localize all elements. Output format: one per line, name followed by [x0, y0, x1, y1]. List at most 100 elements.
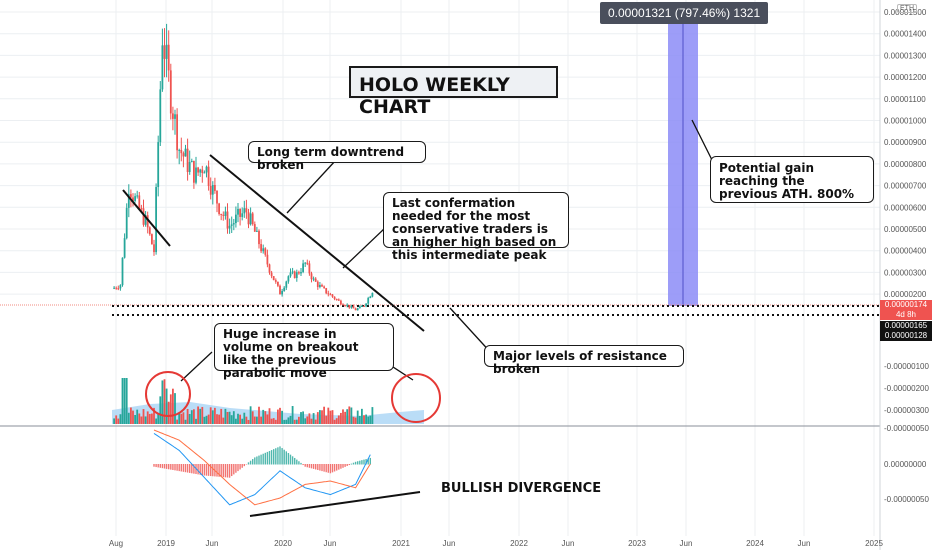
volume-bar — [327, 407, 330, 424]
candle-body — [241, 213, 244, 217]
volume-bar — [340, 412, 342, 424]
volume-bar — [253, 416, 256, 424]
volume-bar — [312, 413, 315, 424]
volume-bar — [266, 414, 269, 424]
macd-histogram-bar — [201, 464, 203, 476]
macd-histogram-bar — [159, 464, 161, 468]
volume-bar — [350, 407, 353, 424]
volume-bar — [142, 409, 145, 424]
volume-bar — [117, 418, 120, 424]
candle-body — [344, 305, 346, 307]
volume-bar — [291, 406, 294, 424]
volume-bar — [182, 412, 185, 424]
volume-bar — [314, 419, 317, 424]
candle-body — [279, 285, 281, 295]
macd-histogram-bar — [237, 464, 239, 472]
candle-body — [174, 114, 176, 119]
price-tick-label: 0.00001200 — [884, 73, 927, 82]
macd-histogram-bar — [186, 464, 189, 473]
candle-body — [146, 215, 149, 228]
candle-body — [172, 113, 174, 119]
macd-histogram-bar — [291, 456, 294, 465]
candle-body — [228, 225, 231, 229]
macd-tick-label: 0.00000000 — [884, 460, 927, 469]
candle-body — [127, 194, 130, 208]
macd-histogram-bar — [176, 464, 178, 471]
candle-body — [304, 262, 307, 264]
candle-body — [287, 276, 290, 282]
candle-body — [224, 211, 227, 216]
candle-body — [205, 166, 208, 173]
candle-body — [121, 257, 124, 286]
candle-body — [155, 187, 157, 253]
candle-body — [199, 169, 202, 173]
macd-histogram-bar — [165, 464, 168, 469]
volume-bar — [146, 411, 149, 424]
price-tick-label: 0.00001300 — [884, 51, 927, 60]
macd-histogram-bar — [254, 457, 256, 465]
candle-body — [232, 223, 235, 225]
time-axis[interactable]: Aug 2019 Jun 2020 Jun 2021 Jun 2022 Jun 2023 Jun 20… — [109, 539, 884, 548]
price-tick-label: 0.00000300 — [884, 268, 927, 277]
candle-body — [321, 285, 323, 287]
volume-bar — [243, 412, 246, 424]
volume-bar — [300, 412, 302, 424]
macd-histogram-bar — [262, 453, 264, 465]
macd-histogram-bar — [235, 464, 237, 473]
countdown-tag: 4d 8h — [880, 310, 932, 320]
time-tick-label: Jun — [680, 539, 693, 548]
volume-bar — [197, 406, 199, 424]
time-tick-label: 2020 — [274, 539, 292, 548]
candle-body — [312, 278, 315, 280]
volume-bar — [272, 418, 275, 424]
volume-bar — [310, 418, 313, 424]
volume-tick-label: -0.00000200 — [884, 384, 929, 393]
volume-bar — [346, 409, 349, 424]
candle-body — [161, 45, 164, 90]
volume-bar — [264, 411, 267, 424]
macd-histogram-bar — [346, 464, 348, 466]
macd-histogram-bar — [182, 464, 185, 472]
macd-histogram-bar — [191, 464, 193, 474]
candle-body — [272, 276, 275, 281]
volume-series — [112, 378, 424, 424]
volume-bar — [283, 419, 286, 424]
macd-histogram-bar — [212, 464, 214, 477]
annotation-downtrend: Long term downtrend broken — [248, 141, 426, 172]
candle-body — [258, 230, 260, 245]
volume-bar — [140, 416, 143, 424]
candle-body — [251, 213, 254, 225]
candle-body — [230, 224, 233, 226]
candle-body — [329, 294, 332, 296]
volume-bar — [337, 415, 340, 424]
volume-bar — [329, 410, 332, 424]
candle-body — [346, 304, 349, 306]
macd-histogram-bar — [168, 464, 170, 470]
macd-histogram-bar — [315, 464, 317, 470]
macd-histogram-bar — [180, 464, 182, 472]
volume-bar — [268, 408, 271, 424]
macd-histogram-bar — [302, 464, 304, 466]
volume-bar — [367, 416, 370, 424]
volume-bar — [153, 407, 155, 424]
candle-body — [325, 288, 328, 294]
time-tick-label: Jun — [324, 539, 337, 548]
candle-body — [337, 299, 340, 301]
candle-body — [352, 306, 355, 309]
time-tick-label: 2024 — [746, 539, 764, 548]
price-tick-label: 0.00000700 — [884, 182, 927, 191]
candle-body — [256, 230, 258, 232]
volume-bar — [136, 409, 139, 424]
volume-bar — [190, 410, 193, 424]
volume-bar — [172, 388, 174, 424]
volume-bar — [216, 414, 218, 424]
volume-bar — [331, 410, 334, 424]
volume-bar — [130, 407, 132, 424]
price-tick-label: 0.00000400 — [884, 247, 927, 256]
volume-bar — [113, 418, 115, 424]
candle-body — [270, 272, 273, 277]
volume-bar — [277, 409, 279, 424]
macd-histogram-bar — [340, 464, 342, 469]
volume-bar — [144, 416, 147, 424]
macd-histogram-bar — [363, 459, 365, 465]
